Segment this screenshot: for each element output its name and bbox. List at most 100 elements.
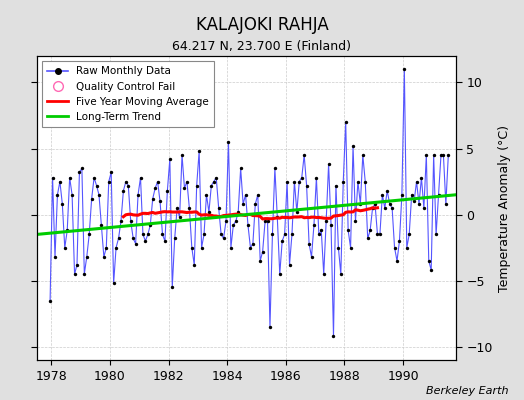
Point xyxy=(273,214,281,220)
Legend: Raw Monthly Data, Quality Control Fail, Five Year Moving Average, Long-Term Tren: Raw Monthly Data, Quality Control Fail, … xyxy=(42,61,214,127)
Point xyxy=(307,254,315,260)
Point xyxy=(63,227,71,234)
Point xyxy=(256,258,265,264)
Point xyxy=(427,267,435,273)
Point xyxy=(300,152,308,158)
Point xyxy=(139,231,147,238)
Point xyxy=(386,201,394,207)
Point xyxy=(114,235,123,242)
Point xyxy=(124,182,133,189)
Point xyxy=(261,218,269,224)
Point xyxy=(354,178,362,185)
Point xyxy=(141,238,149,244)
Point xyxy=(437,152,445,158)
Point xyxy=(97,222,106,228)
Point xyxy=(195,148,203,154)
Point xyxy=(430,152,438,158)
Point xyxy=(344,227,352,234)
Point xyxy=(222,218,230,224)
Point xyxy=(239,201,247,207)
Point xyxy=(88,196,96,202)
Point xyxy=(163,188,171,194)
Point xyxy=(408,192,416,198)
Point xyxy=(305,240,313,247)
Point xyxy=(188,244,196,251)
Point xyxy=(402,244,411,251)
Point xyxy=(432,231,440,238)
Point xyxy=(202,192,211,198)
Point xyxy=(415,201,423,207)
Point xyxy=(371,201,379,207)
Point xyxy=(232,218,240,224)
Point xyxy=(122,178,130,185)
Point xyxy=(295,178,303,185)
Point xyxy=(117,218,125,224)
Point xyxy=(61,244,69,251)
Text: KALAJOKI RAHJA: KALAJOKI RAHJA xyxy=(195,16,329,34)
Point xyxy=(217,231,225,238)
Point xyxy=(119,188,127,194)
Point xyxy=(190,262,199,268)
Point xyxy=(332,182,340,189)
Point xyxy=(158,231,167,238)
Point xyxy=(439,152,447,158)
Point xyxy=(349,143,357,149)
Point xyxy=(200,231,208,238)
Point xyxy=(283,178,291,185)
Point xyxy=(192,182,201,189)
Point xyxy=(75,169,84,176)
Point xyxy=(205,209,213,215)
Point xyxy=(336,271,345,277)
Point xyxy=(73,262,81,268)
Point xyxy=(424,258,433,264)
Point xyxy=(293,209,301,215)
Point xyxy=(170,235,179,242)
Point xyxy=(249,240,257,247)
Point xyxy=(324,161,333,168)
Point xyxy=(351,218,359,224)
Point xyxy=(68,192,77,198)
Point xyxy=(254,192,262,198)
Point xyxy=(80,271,89,277)
Point xyxy=(434,192,443,198)
Point xyxy=(390,244,399,251)
Point xyxy=(70,271,79,277)
Point xyxy=(442,201,450,207)
Point xyxy=(373,231,381,238)
Point xyxy=(100,254,108,260)
Point xyxy=(395,238,403,244)
Point xyxy=(302,182,311,189)
Point xyxy=(78,165,86,172)
Point xyxy=(148,196,157,202)
Point xyxy=(327,222,335,228)
Point xyxy=(339,178,347,185)
Text: Berkeley Earth: Berkeley Earth xyxy=(426,386,508,396)
Point xyxy=(356,201,365,207)
Point xyxy=(380,205,389,211)
Point xyxy=(268,231,277,238)
Point xyxy=(212,174,221,181)
Point xyxy=(58,201,67,207)
Point xyxy=(129,235,137,242)
Point xyxy=(317,227,325,234)
Point xyxy=(417,174,425,181)
Point xyxy=(166,156,174,162)
Point xyxy=(361,178,369,185)
Y-axis label: Temperature Anomaly (°C): Temperature Anomaly (°C) xyxy=(498,124,511,292)
Point xyxy=(110,280,118,286)
Point xyxy=(90,174,99,181)
Point xyxy=(290,178,299,185)
Point xyxy=(176,214,184,220)
Point xyxy=(102,244,111,251)
Point xyxy=(53,192,62,198)
Point xyxy=(220,235,228,242)
Point xyxy=(310,222,318,228)
Point xyxy=(151,185,159,191)
Point xyxy=(246,244,255,251)
Point xyxy=(56,178,64,185)
Point xyxy=(198,244,206,251)
Point xyxy=(334,244,343,251)
Point xyxy=(46,297,54,304)
Point xyxy=(422,152,431,158)
Point xyxy=(278,238,287,244)
